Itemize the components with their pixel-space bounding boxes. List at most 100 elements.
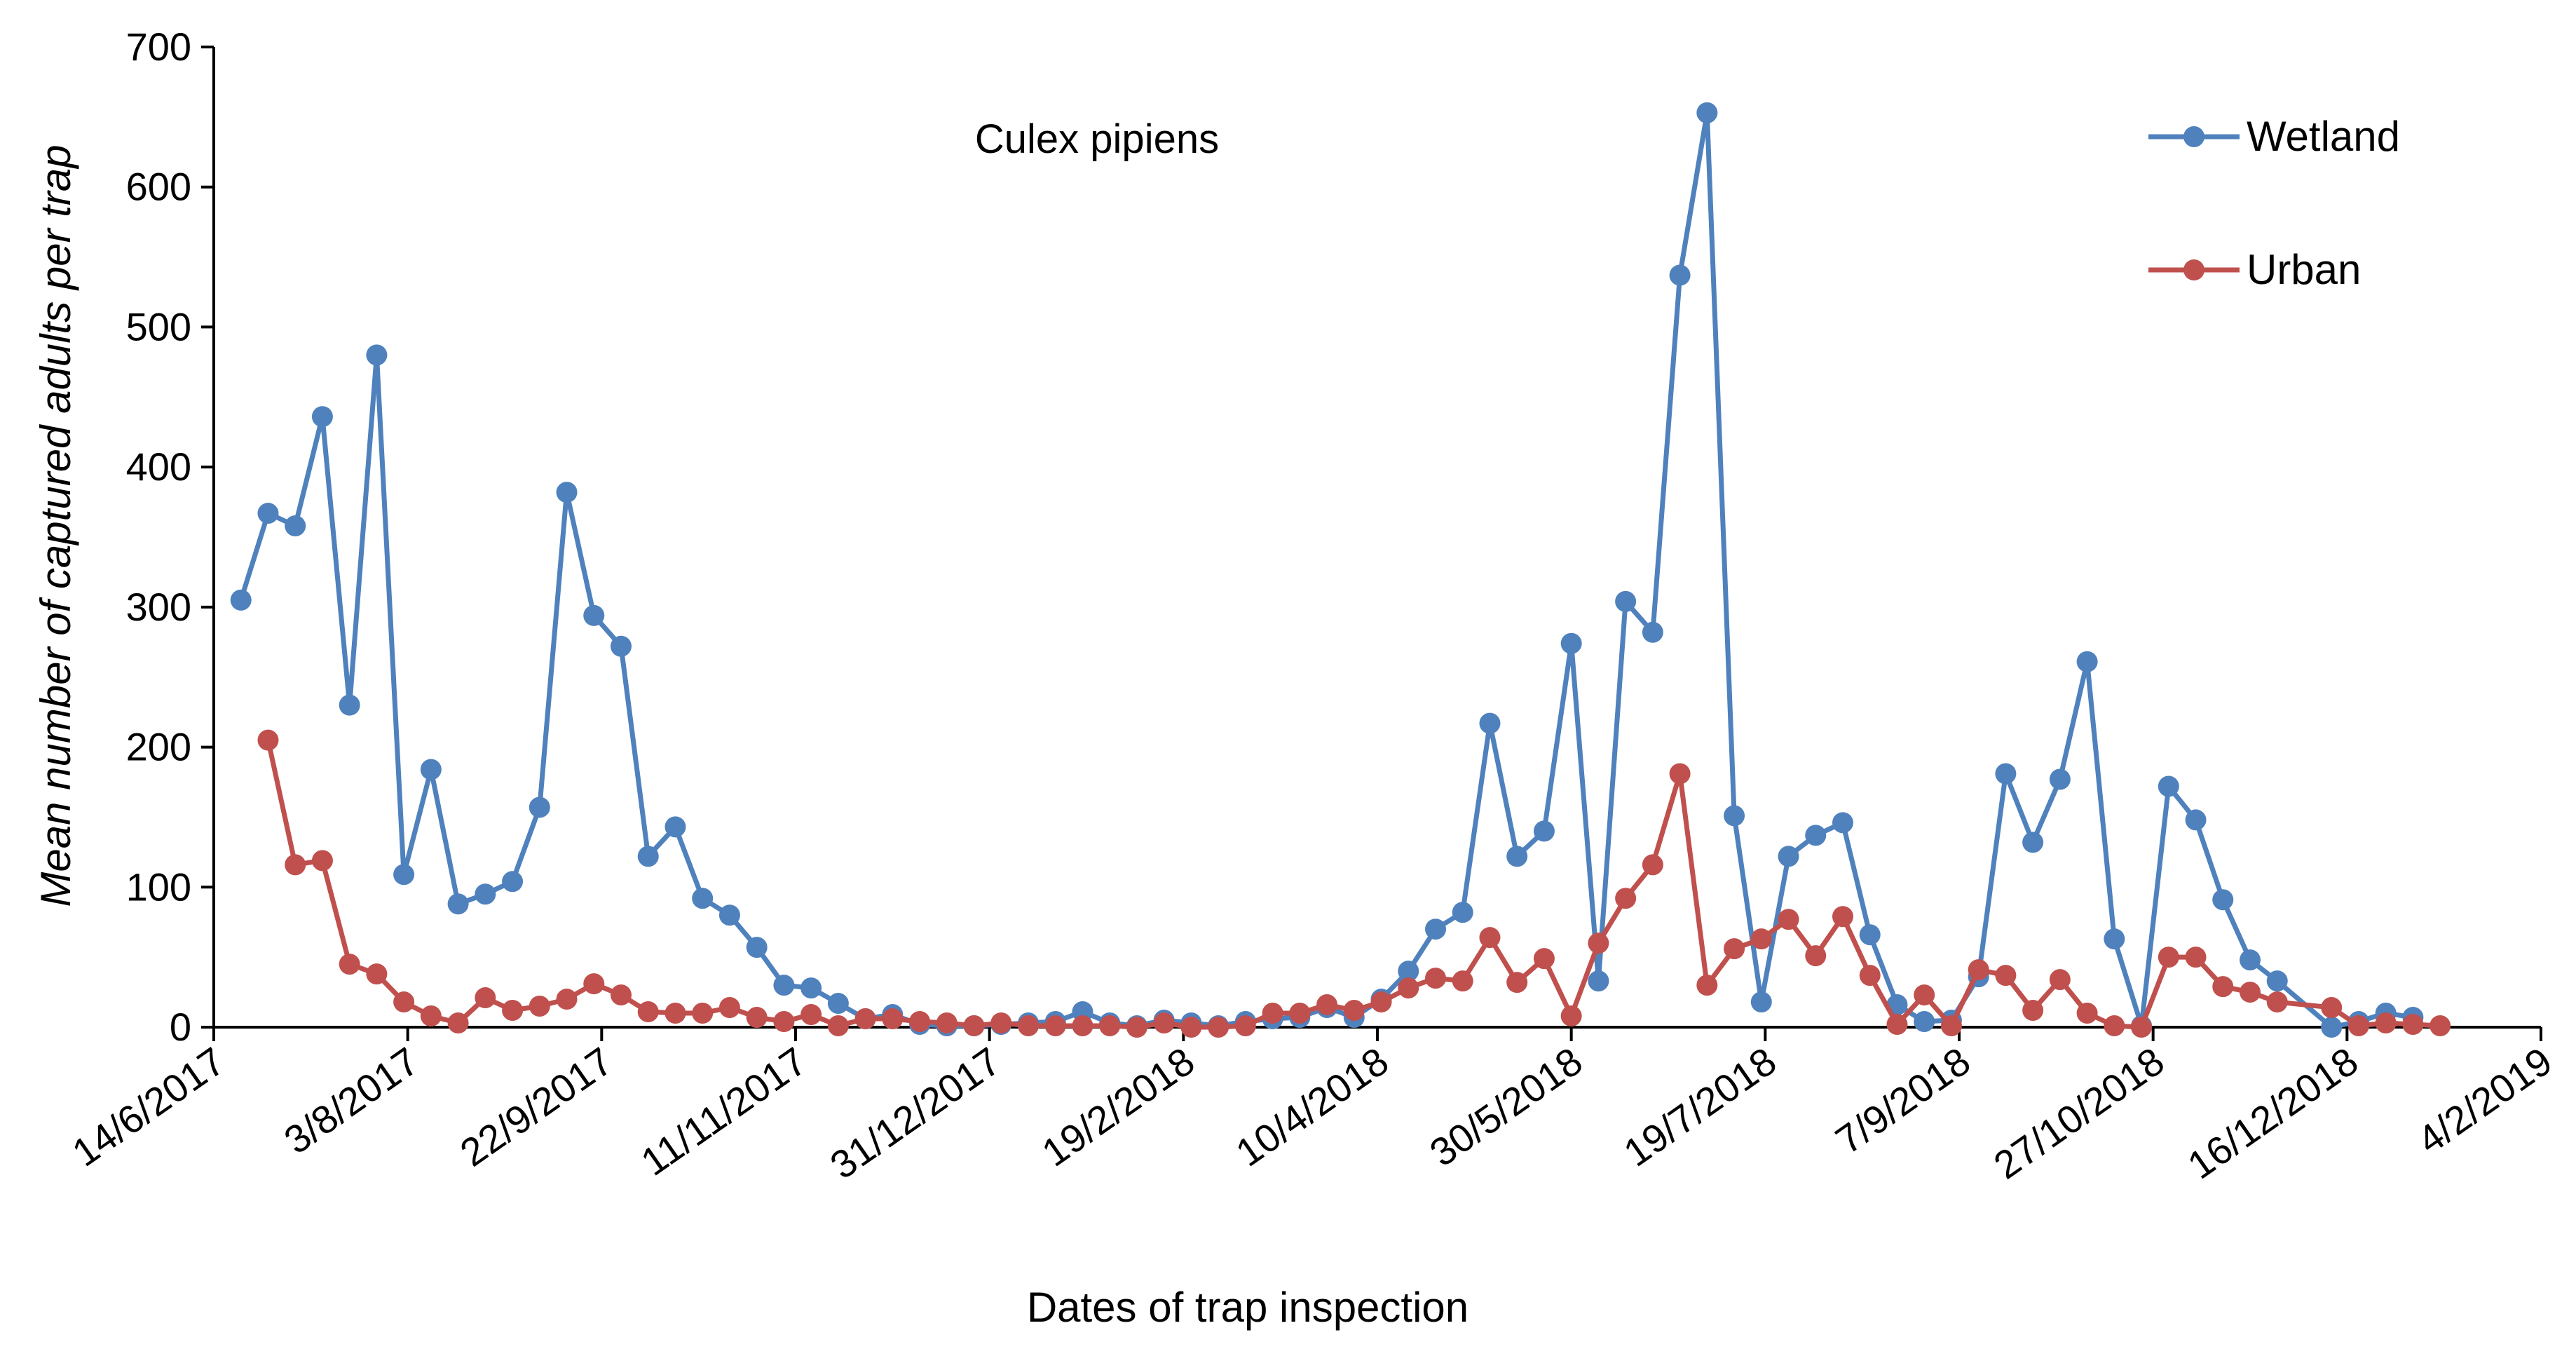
data-point-wetland (2212, 889, 2234, 911)
data-point-urban (1425, 968, 1446, 989)
data-point-urban (665, 1003, 686, 1024)
data-point-urban (854, 1008, 876, 1030)
data-point-urban (1072, 1015, 1093, 1037)
data-point-urban (583, 973, 605, 995)
chart-annotation: Culex pipiens (975, 116, 1219, 162)
data-point-wetland (339, 694, 360, 716)
x-tick-label: 4/2/2019 (2409, 1038, 2560, 1162)
data-point-urban (1642, 854, 1663, 876)
data-point-wetland (285, 515, 306, 537)
x-tick-label: 10/4/2018 (1228, 1038, 1396, 1175)
legend: Wetland Urban (2148, 113, 2400, 293)
data-point-urban (746, 1007, 768, 1029)
y-tick-label: 500 (126, 304, 191, 348)
data-point-wetland (1615, 590, 1637, 612)
x-tick-label: 3/8/2017 (276, 1038, 427, 1162)
data-point-urban (2347, 1015, 2369, 1037)
x-tick-label: 7/9/2018 (1827, 1038, 1978, 1162)
data-point-wetland (827, 993, 849, 1015)
data-point-wetland (800, 977, 822, 999)
data-point-urban (882, 1008, 904, 1030)
data-point-wetland (718, 904, 740, 926)
y-tick-label: 600 (126, 165, 191, 209)
data-point-urban (366, 963, 388, 985)
data-point-urban (1452, 970, 1473, 992)
series-urban (257, 729, 2451, 1038)
data-point-wetland (2321, 1017, 2343, 1038)
data-point-urban (1615, 888, 1637, 909)
data-point-wetland (1724, 805, 1745, 827)
data-point-wetland (1750, 991, 1772, 1013)
data-point-wetland (1914, 1011, 1935, 1033)
data-point-urban (2266, 991, 2288, 1013)
data-point-urban (556, 989, 578, 1010)
data-point-wetland (2185, 809, 2207, 831)
data-point-urban (1208, 1017, 1229, 1038)
data-point-urban (2212, 976, 2234, 998)
data-point-urban (529, 996, 550, 1017)
x-tick-label: 19/7/2018 (1616, 1038, 1784, 1175)
data-point-wetland (529, 796, 550, 818)
data-point-wetland (1995, 763, 2017, 785)
data-point-urban (1479, 927, 1501, 949)
x-axis-title: Dates of trap inspection (1027, 1284, 1468, 1331)
data-point-wetland (311, 406, 333, 428)
data-point-wetland (1832, 812, 1853, 834)
x-axis-ticks: 14/6/2017 3/8/2017 22/9/2017 11/11/2017 31/1… (64, 1027, 2560, 1188)
data-point-urban (393, 991, 415, 1013)
data-point-urban (2049, 969, 2071, 991)
data-point-urban (1750, 928, 1772, 950)
data-point-wetland (257, 503, 279, 524)
data-point-wetland (1479, 712, 1501, 734)
data-point-urban (2185, 947, 2207, 968)
data-point-urban (692, 1003, 714, 1024)
data-point-wetland (1452, 902, 1473, 923)
data-point-urban (1995, 965, 2017, 987)
data-point-wetland (502, 871, 524, 893)
legend-marker-urban (2183, 259, 2204, 280)
data-point-urban (1669, 763, 1691, 785)
data-point-urban (2104, 1015, 2125, 1037)
data-point-urban (800, 1004, 822, 1026)
data-point-wetland (2049, 768, 2071, 790)
data-point-wetland (447, 893, 469, 915)
data-point-wetland (1588, 970, 1609, 992)
data-point-wetland (692, 888, 714, 909)
data-point-urban (1126, 1017, 1147, 1038)
data-point-urban (1940, 1015, 1962, 1037)
data-point-urban (2321, 997, 2343, 1019)
data-point-urban (311, 850, 333, 872)
data-point-urban (1859, 965, 1881, 987)
data-point-urban (1914, 984, 1935, 1006)
data-point-urban (1316, 994, 1338, 1016)
data-point-urban (2375, 1012, 2397, 1034)
data-point-wetland (1533, 820, 1555, 842)
data-point-urban (339, 954, 360, 975)
data-point-wetland (1778, 846, 1799, 867)
data-point-wetland (556, 482, 578, 503)
data-point-wetland (1398, 961, 1419, 982)
y-tick-label: 200 (126, 725, 191, 769)
data-point-wetland (2076, 651, 2098, 672)
data-point-wetland (637, 846, 659, 867)
data-point-urban (1560, 1005, 1582, 1027)
data-point-urban (1886, 1014, 1908, 1036)
data-point-wetland (1669, 264, 1691, 286)
legend-item-wetland: Wetland (2148, 113, 2400, 160)
y-axis-ticks: 0 100 200 300 400 500 600 700 (126, 25, 214, 1049)
data-point-urban (1234, 1015, 1256, 1037)
data-point-urban (1153, 1012, 1175, 1034)
data-point-wetland (746, 937, 768, 958)
data-point-urban (1370, 991, 1392, 1013)
data-point-urban (1018, 1015, 1039, 1037)
data-point-urban (1968, 959, 1989, 981)
series-line-wetland (238, 110, 2413, 1030)
data-point-urban (637, 1001, 659, 1023)
x-tick-label: 30/5/2018 (1422, 1038, 1590, 1175)
data-point-urban (1289, 1003, 1311, 1024)
data-point-urban (909, 1011, 931, 1033)
y-axis-title: Mean number of captured adults per trap (32, 144, 79, 907)
data-point-urban (1588, 933, 1609, 954)
data-point-urban (827, 1015, 849, 1037)
